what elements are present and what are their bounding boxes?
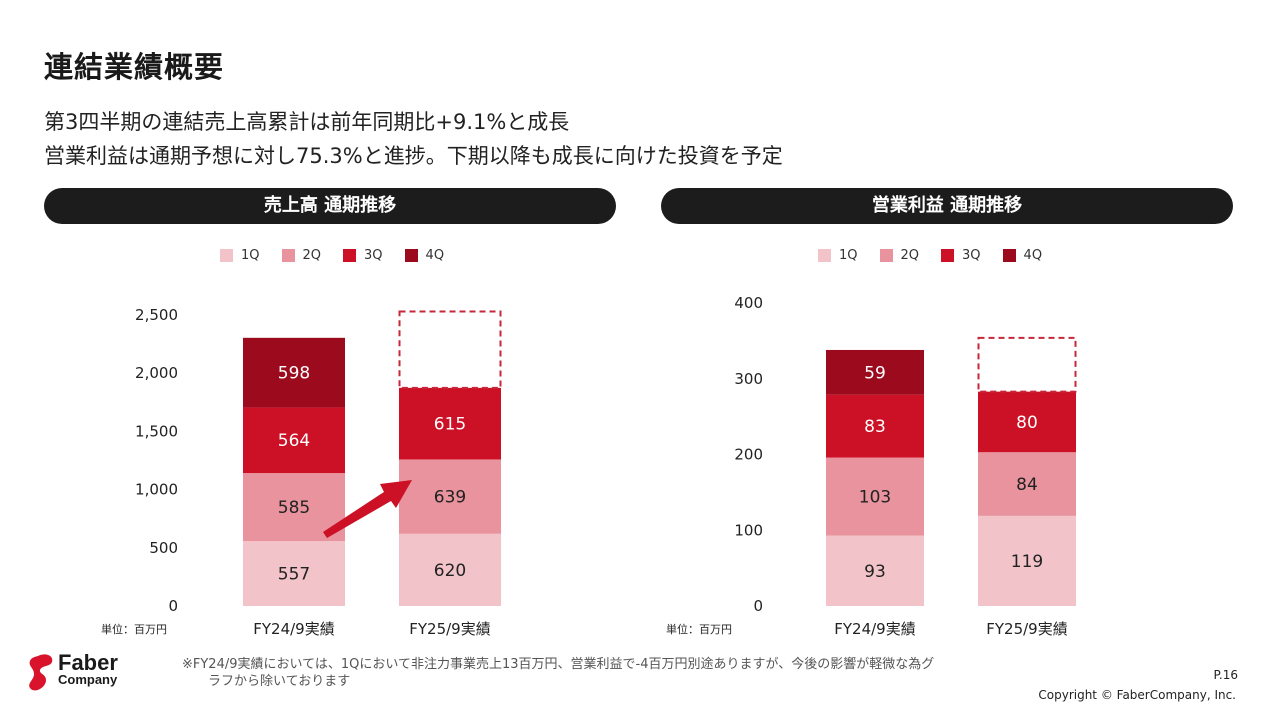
y-tick-label: 400: [734, 294, 763, 312]
bar-value-label: 598: [278, 364, 310, 384]
bar-segment-1q: [978, 515, 1076, 606]
y-tick-label: 0: [753, 597, 763, 615]
bar-value-label: 564: [278, 431, 310, 451]
bar-value-label: 93: [864, 562, 886, 582]
bar-segment-3q: [978, 391, 1076, 453]
x-category-label: FY24/9実績: [253, 620, 334, 638]
bar-value-label: 557: [278, 565, 310, 585]
y-tick-label: 2,000: [135, 364, 178, 382]
bar-value-label: 119: [1011, 552, 1043, 572]
legend-swatch: [941, 249, 955, 262]
footnote-line-1: ※FY24/9実績においては、1Qにおいて非注力事業売上13百万円、営業利益で-…: [182, 657, 935, 672]
legend-item-2q: 2Q: [281, 248, 322, 263]
y-tick-label: 1,000: [135, 481, 178, 499]
footnote-line-2: ラフから除いております: [208, 674, 351, 689]
bar-segment-1q: [826, 535, 924, 606]
legend-swatch: [404, 249, 418, 262]
y-tick-label: 0: [168, 597, 178, 615]
x-category-label: FY25/9実績: [409, 620, 490, 638]
profit-chart-title: 営業利益 通期推移: [661, 188, 1233, 224]
sales-chart-title: 売上高 通期推移: [44, 188, 616, 224]
legend-label: 4Q: [425, 248, 445, 263]
bar-segment-2q: [826, 457, 924, 536]
legend-label: 2Q: [900, 248, 920, 263]
y-tick-label: 500: [149, 539, 178, 557]
legend-item-1q: 1Q: [220, 248, 260, 263]
y-tick-label: 1,500: [135, 422, 178, 440]
sales-legend: 1Q 2Q 3Q 4Q: [220, 248, 444, 263]
bar-value-label: 59: [864, 363, 886, 383]
legend-swatch: [1002, 249, 1016, 262]
bar-segment-2q: [978, 452, 1076, 516]
x-category-label: FY25/9実績: [986, 620, 1067, 638]
legend-swatch: [879, 249, 893, 262]
bar-segment-1q: [399, 533, 501, 606]
bar-segment-2q: [399, 459, 501, 534]
bar-value-label: 83: [864, 417, 886, 437]
profit-unit-label: 単位：百万円: [666, 623, 732, 636]
legend-item-4q: 4Q: [1002, 248, 1043, 263]
faber-logo-text: Faber Company: [58, 650, 118, 688]
legend-item-4q: 4Q: [404, 248, 445, 263]
copyright: Copyright © FaberCompany, Inc.: [1038, 688, 1236, 702]
bar-value-label: 84: [1016, 475, 1038, 495]
legend-swatch: [220, 249, 233, 262]
faber-logo-icon: [29, 654, 53, 691]
legend-swatch: [343, 249, 357, 262]
legend-label: 3Q: [962, 248, 981, 263]
legend-swatch: [818, 249, 831, 262]
bar-value-label: 620: [434, 561, 466, 581]
legend-item-3q: 3Q: [941, 248, 981, 263]
subtitle-line-2: 営業利益は通期予想に対し75.3%と進捗。下期以降も成長に向けた投資を予定: [44, 144, 783, 168]
growth-arrow-icon: [323, 480, 412, 538]
page-number: P.16: [1213, 668, 1238, 682]
bar-value-label: 80: [1016, 413, 1038, 433]
legend-label: 3Q: [364, 248, 383, 263]
bar-value-label: 639: [434, 488, 466, 508]
sales-unit-label: 単位：百万円: [101, 623, 167, 636]
bar-segment-3q: [826, 394, 924, 458]
bar-value-label: 585: [278, 498, 310, 518]
bar-segment-4q: [243, 337, 345, 408]
bar-segment-1q: [243, 541, 345, 606]
x-category-label: FY24/9実績: [834, 620, 915, 638]
page-title: 連結業績概要: [44, 50, 225, 84]
logo-line-1: Faber: [58, 650, 118, 675]
y-tick-label: 200: [734, 446, 763, 464]
profit-chart: 0 100 200 300 400 93 103 83 59 FY24/9実績 119 84 80 FY2…: [734, 294, 1077, 638]
legend-item-3q: 3Q: [343, 248, 383, 263]
y-tick-label: 2,500: [135, 306, 178, 324]
forecast-outline: [977, 336, 1077, 393]
sales-chart: 0 500 1,000 1,500 2,000 2,500 557 585 564 598 FY24…: [135, 306, 502, 638]
legend-item-2q: 2Q: [879, 248, 920, 263]
forecast-outline: [398, 310, 502, 389]
legend-swatch: [281, 249, 295, 262]
bar-value-label: 103: [859, 488, 891, 508]
bar-value-label: 615: [434, 415, 466, 435]
legend-label: 1Q: [241, 248, 260, 263]
legend-label: 2Q: [302, 248, 322, 263]
y-tick-label: 100: [734, 521, 763, 539]
bar-segment-3q: [399, 387, 501, 460]
legend-label: 1Q: [839, 248, 858, 263]
profit-legend: 1Q 2Q 3Q 4Q: [818, 248, 1042, 263]
legend-label: 4Q: [1023, 248, 1043, 263]
y-tick-label: 300: [734, 370, 763, 388]
subtitle-line-1: 第3四半期の連結売上高累計は前年同期比+9.1%と成長: [44, 110, 570, 134]
legend-item-1q: 1Q: [818, 248, 858, 263]
footnote: ※FY24/9実績においては、1Qにおいて非注力事業売上13百万円、営業利益で-…: [182, 656, 1032, 690]
bar-segment-3q: [243, 407, 345, 474]
bar-segment-4q: [826, 349, 924, 395]
logo-line-2: Company: [58, 672, 118, 687]
